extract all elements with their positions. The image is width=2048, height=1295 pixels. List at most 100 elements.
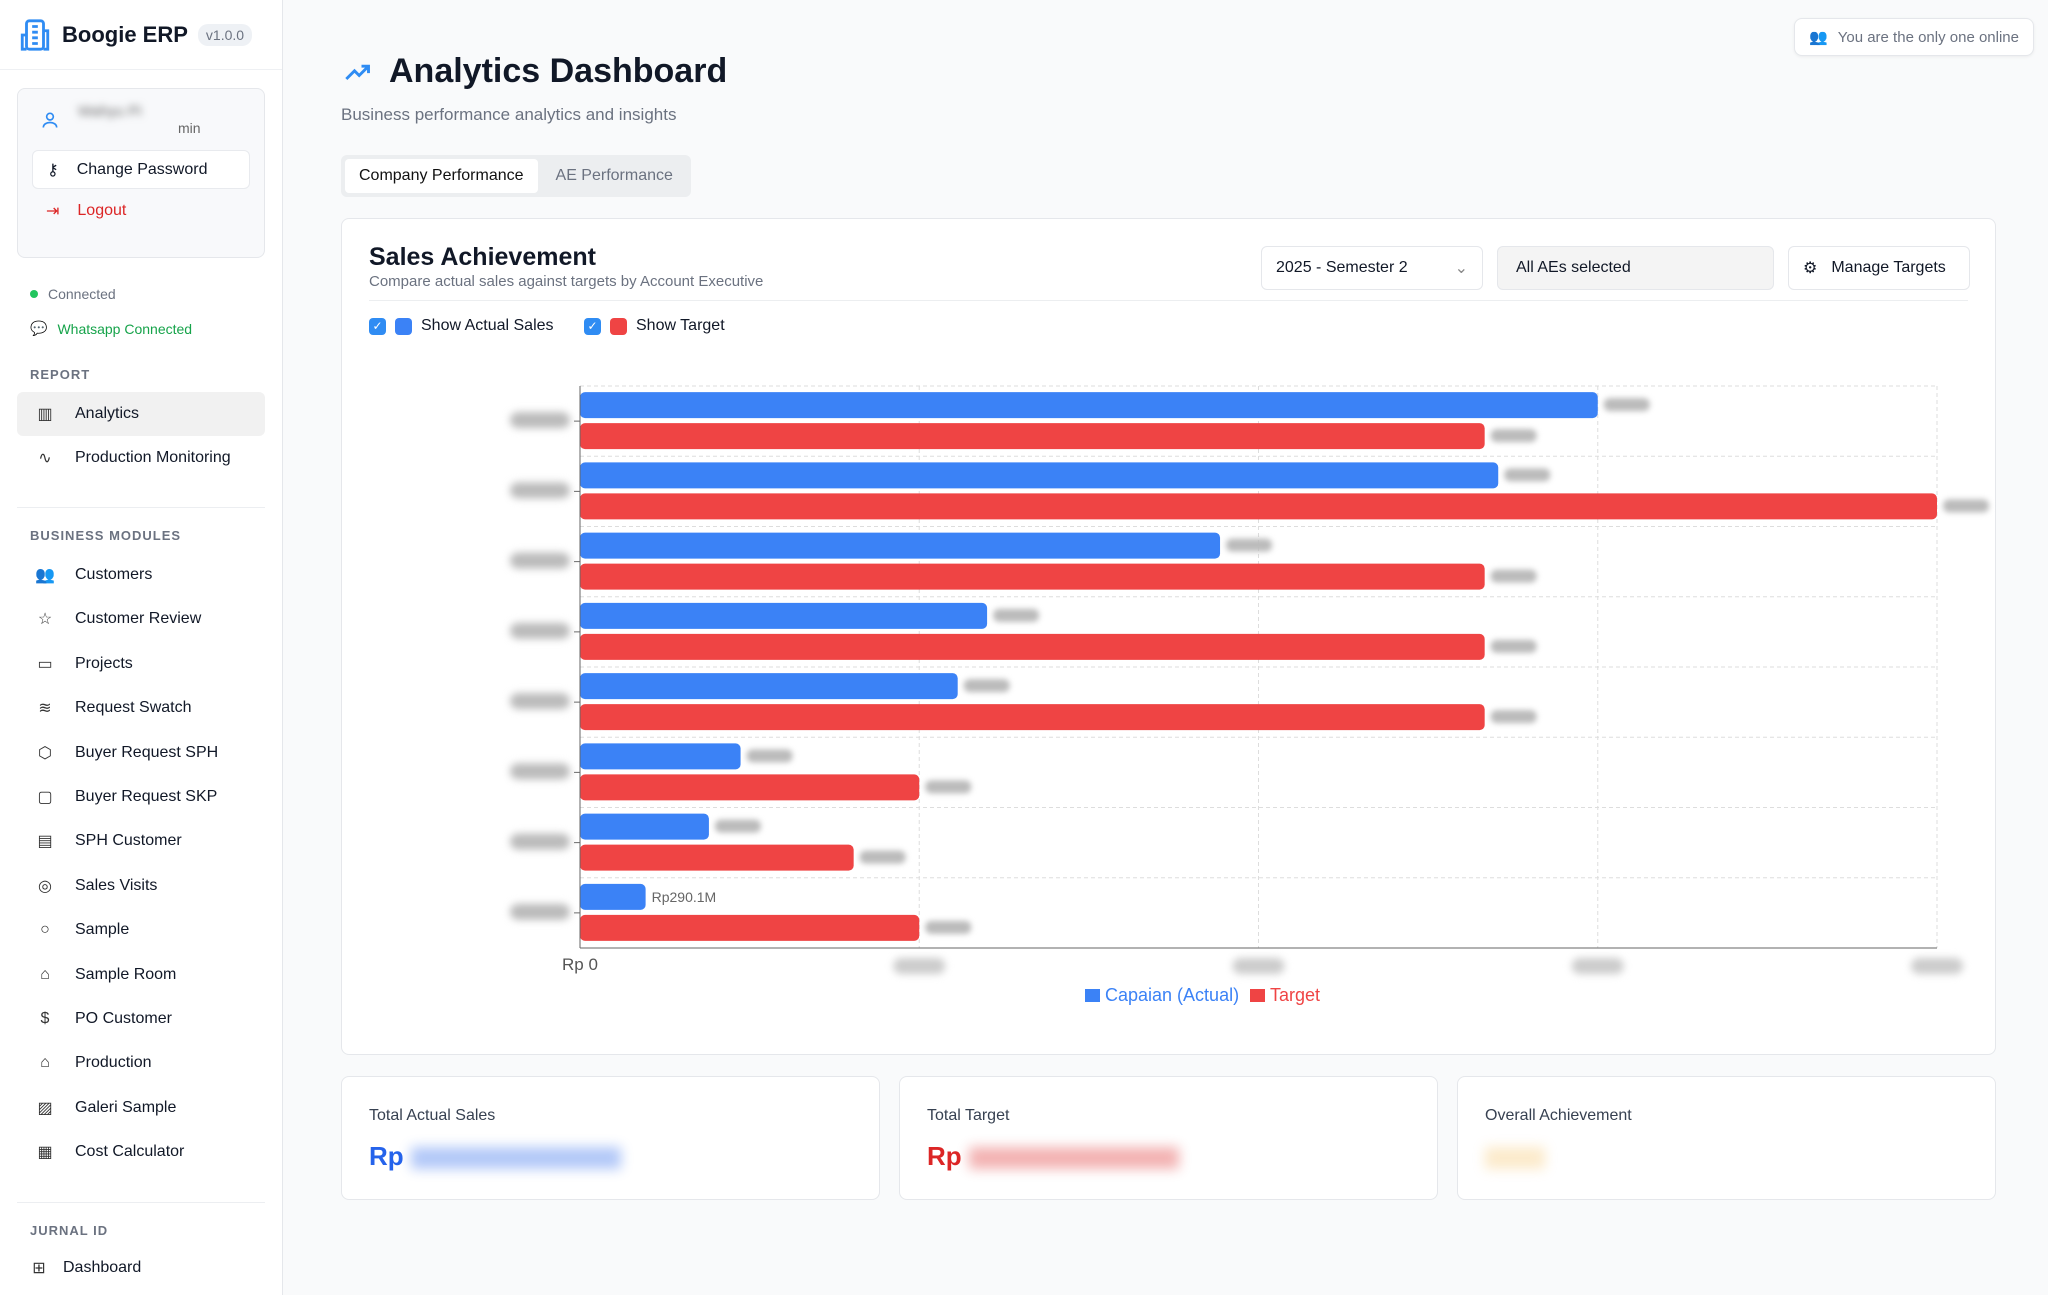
show-actual-label: Show Actual Sales [421, 317, 554, 334]
sidebar-item-projects[interactable]: ▭ Projects [17, 642, 265, 686]
actual-swatch [395, 317, 412, 335]
sidebar-item-label: Production [75, 1054, 152, 1072]
blurred-value-label [1490, 429, 1537, 443]
sidebar-item-customers[interactable]: 👥 Customers [17, 553, 265, 597]
sidebar-item-label: Buyer Request SPH [75, 743, 219, 761]
manage-targets-button[interactable]: ⚙ Manage Targets [1788, 246, 1970, 290]
sidebar-item-label: Analytics [75, 405, 140, 422]
logout-button[interactable]: ⇥ Logout [18, 189, 264, 233]
bar-target [580, 704, 1485, 731]
sidebar: Boogie ERP v1.0.0 Wahyu Pi min ⚷ Change Pa… [0, 0, 283, 1295]
tab-ae-performance[interactable]: AE Performance [555, 167, 673, 184]
period-select[interactable]: 2025 - Semester 2 ⌄ [1261, 246, 1483, 290]
main: 👥 You are the only one online Analytics D… [283, 0, 2048, 1295]
online-label: You are the only one online [1837, 28, 2019, 46]
sidebar-item-dashboard[interactable]: ⊞ Dashboard [17, 1246, 265, 1290]
blurred-category-label [510, 412, 570, 429]
brand: Boogie ERP v1.0.0 [0, 0, 282, 70]
show-target-label: Show Target [636, 317, 725, 334]
legend-swatch [1250, 989, 1265, 1002]
sidebar-item-cost-calculator[interactable]: ▦ Cost Calculator [17, 1130, 265, 1174]
period-value: 2025 - Semester 2 [1276, 259, 1408, 276]
show-actual-toggle[interactable]: ✓ Show Actual Sales [369, 317, 554, 335]
status-dot [30, 290, 38, 298]
bar-target [580, 423, 1485, 450]
image-icon: ▨ [37, 1099, 53, 1117]
building-icon [20, 18, 50, 51]
connection-label: Connected [48, 286, 116, 302]
star-icon: ☆ [37, 611, 53, 629]
sidebar-item-sample[interactable]: ○ Sample [17, 908, 265, 952]
version-badge: v1.0.0 [197, 23, 253, 46]
sidebar-item-customer-review[interactable]: ☆ Customer Review [17, 597, 265, 641]
blurred-tick-label [1911, 958, 1963, 974]
connection-status: Connected [30, 286, 116, 302]
summary-prefix: Rp [369, 1141, 404, 1171]
tab-company-performance[interactable]: Company Performance [345, 159, 538, 193]
sidebar-item-label: Sample [75, 921, 130, 939]
blurred-category-label [510, 833, 570, 850]
bar-actual [580, 392, 1598, 419]
sidebar-item-sph-customer[interactable]: ▤ SPH Customer [17, 819, 265, 863]
blurred-value-label [1490, 639, 1537, 653]
bar-actual [580, 532, 1221, 559]
blurred-tick-label [1571, 958, 1624, 974]
summary-value: Rp [927, 1141, 1179, 1172]
x-tick-label: Rp 0 [562, 955, 598, 974]
blurred-value-label [993, 608, 1040, 622]
sidebar-item-production[interactable]: ⌂ Production [17, 1041, 265, 1085]
blurred-value-label [925, 920, 972, 934]
blurred-tick-label [1232, 958, 1285, 974]
blurred-value [410, 1147, 621, 1170]
sidebar-item-label: Production Monitoring [75, 449, 231, 466]
users-icon: 👥 [1809, 29, 1828, 46]
app-name: Boogie ERP [62, 21, 188, 47]
sidebar-item-po-customer[interactable]: $ PO Customer [17, 997, 265, 1041]
package-icon: ⬡ [38, 744, 52, 762]
user-name: Wahyu Pi [78, 103, 142, 120]
legend-label-actual: Capaian (Actual) [1105, 985, 1239, 1005]
bar-actual [580, 883, 646, 910]
sidebar-item-label: Projects [75, 654, 133, 672]
target-swatch [610, 317, 627, 335]
sidebar-item-sales-visits[interactable]: ◎ Sales Visits [17, 864, 265, 908]
sidebar-item-analytics[interactable]: ▥ Analytics [17, 392, 265, 436]
sidebar-item-request-swatch[interactable]: ≋ Request Swatch [17, 686, 265, 730]
sidebar-item-buyer-request-sph[interactable]: ⬡ Buyer Request SPH [17, 731, 265, 775]
blurred-category-label [510, 763, 570, 780]
summary-value: Rp [369, 1141, 621, 1172]
sidebar-item-label: Sample Room [75, 965, 177, 983]
circle-icon: ○ [40, 921, 50, 939]
sales-chart: Rp 0 Rp290.1M Capaian (Actual) Target [510, 385, 1989, 1005]
section-jurnal-id: JURNAL ID [30, 1223, 109, 1238]
section-business-modules: BUSINESS MODULES [30, 528, 182, 543]
show-target-toggle[interactable]: ✓ Show Target [584, 317, 725, 335]
blurred-category-label [510, 903, 570, 920]
bar-target [580, 493, 1937, 520]
blurred-value-label [746, 749, 793, 763]
file-text-icon: ▤ [37, 833, 53, 851]
summary-card-total-target: Total Target Rp [899, 1076, 1438, 1200]
blurred-category-label [510, 622, 570, 639]
checkbox-checked-icon[interactable]: ✓ [584, 317, 601, 335]
summary-label: Total Actual Sales [369, 1107, 496, 1124]
sidebar-item-production-monitoring[interactable]: ∿ Production Monitoring [17, 436, 265, 480]
blurred-value-label [1943, 499, 1989, 513]
sidebar-item-buyer-request-skp[interactable]: ▢ Buyer Request SKP [17, 775, 265, 819]
manage-targets-label: Manage Targets [1831, 259, 1946, 276]
sidebar-item-galeri-sample[interactable]: ▨ Galeri Sample [17, 1086, 265, 1130]
user-card: Wahyu Pi min ⚷ Change Password ⇥ Logout [17, 88, 265, 258]
logout-label: Logout [77, 202, 127, 219]
change-password-button[interactable]: ⚷ Change Password [32, 150, 250, 189]
trending-up-icon [345, 64, 370, 80]
sidebar-item-sample-room[interactable]: ⌂ Sample Room [17, 953, 265, 997]
key-icon: ⚷ [47, 161, 59, 179]
blurred-value-label [1603, 398, 1650, 412]
blurred-value-label [963, 679, 1010, 693]
sidebar-item-label: Customers [75, 566, 153, 583]
checkbox-checked-icon[interactable]: ✓ [369, 317, 386, 335]
blurred-value-label [714, 819, 761, 833]
layers-icon: ≋ [38, 700, 52, 718]
ae-filter[interactable]: All AEs selected [1497, 246, 1774, 290]
blurred-tick-label [893, 958, 946, 974]
